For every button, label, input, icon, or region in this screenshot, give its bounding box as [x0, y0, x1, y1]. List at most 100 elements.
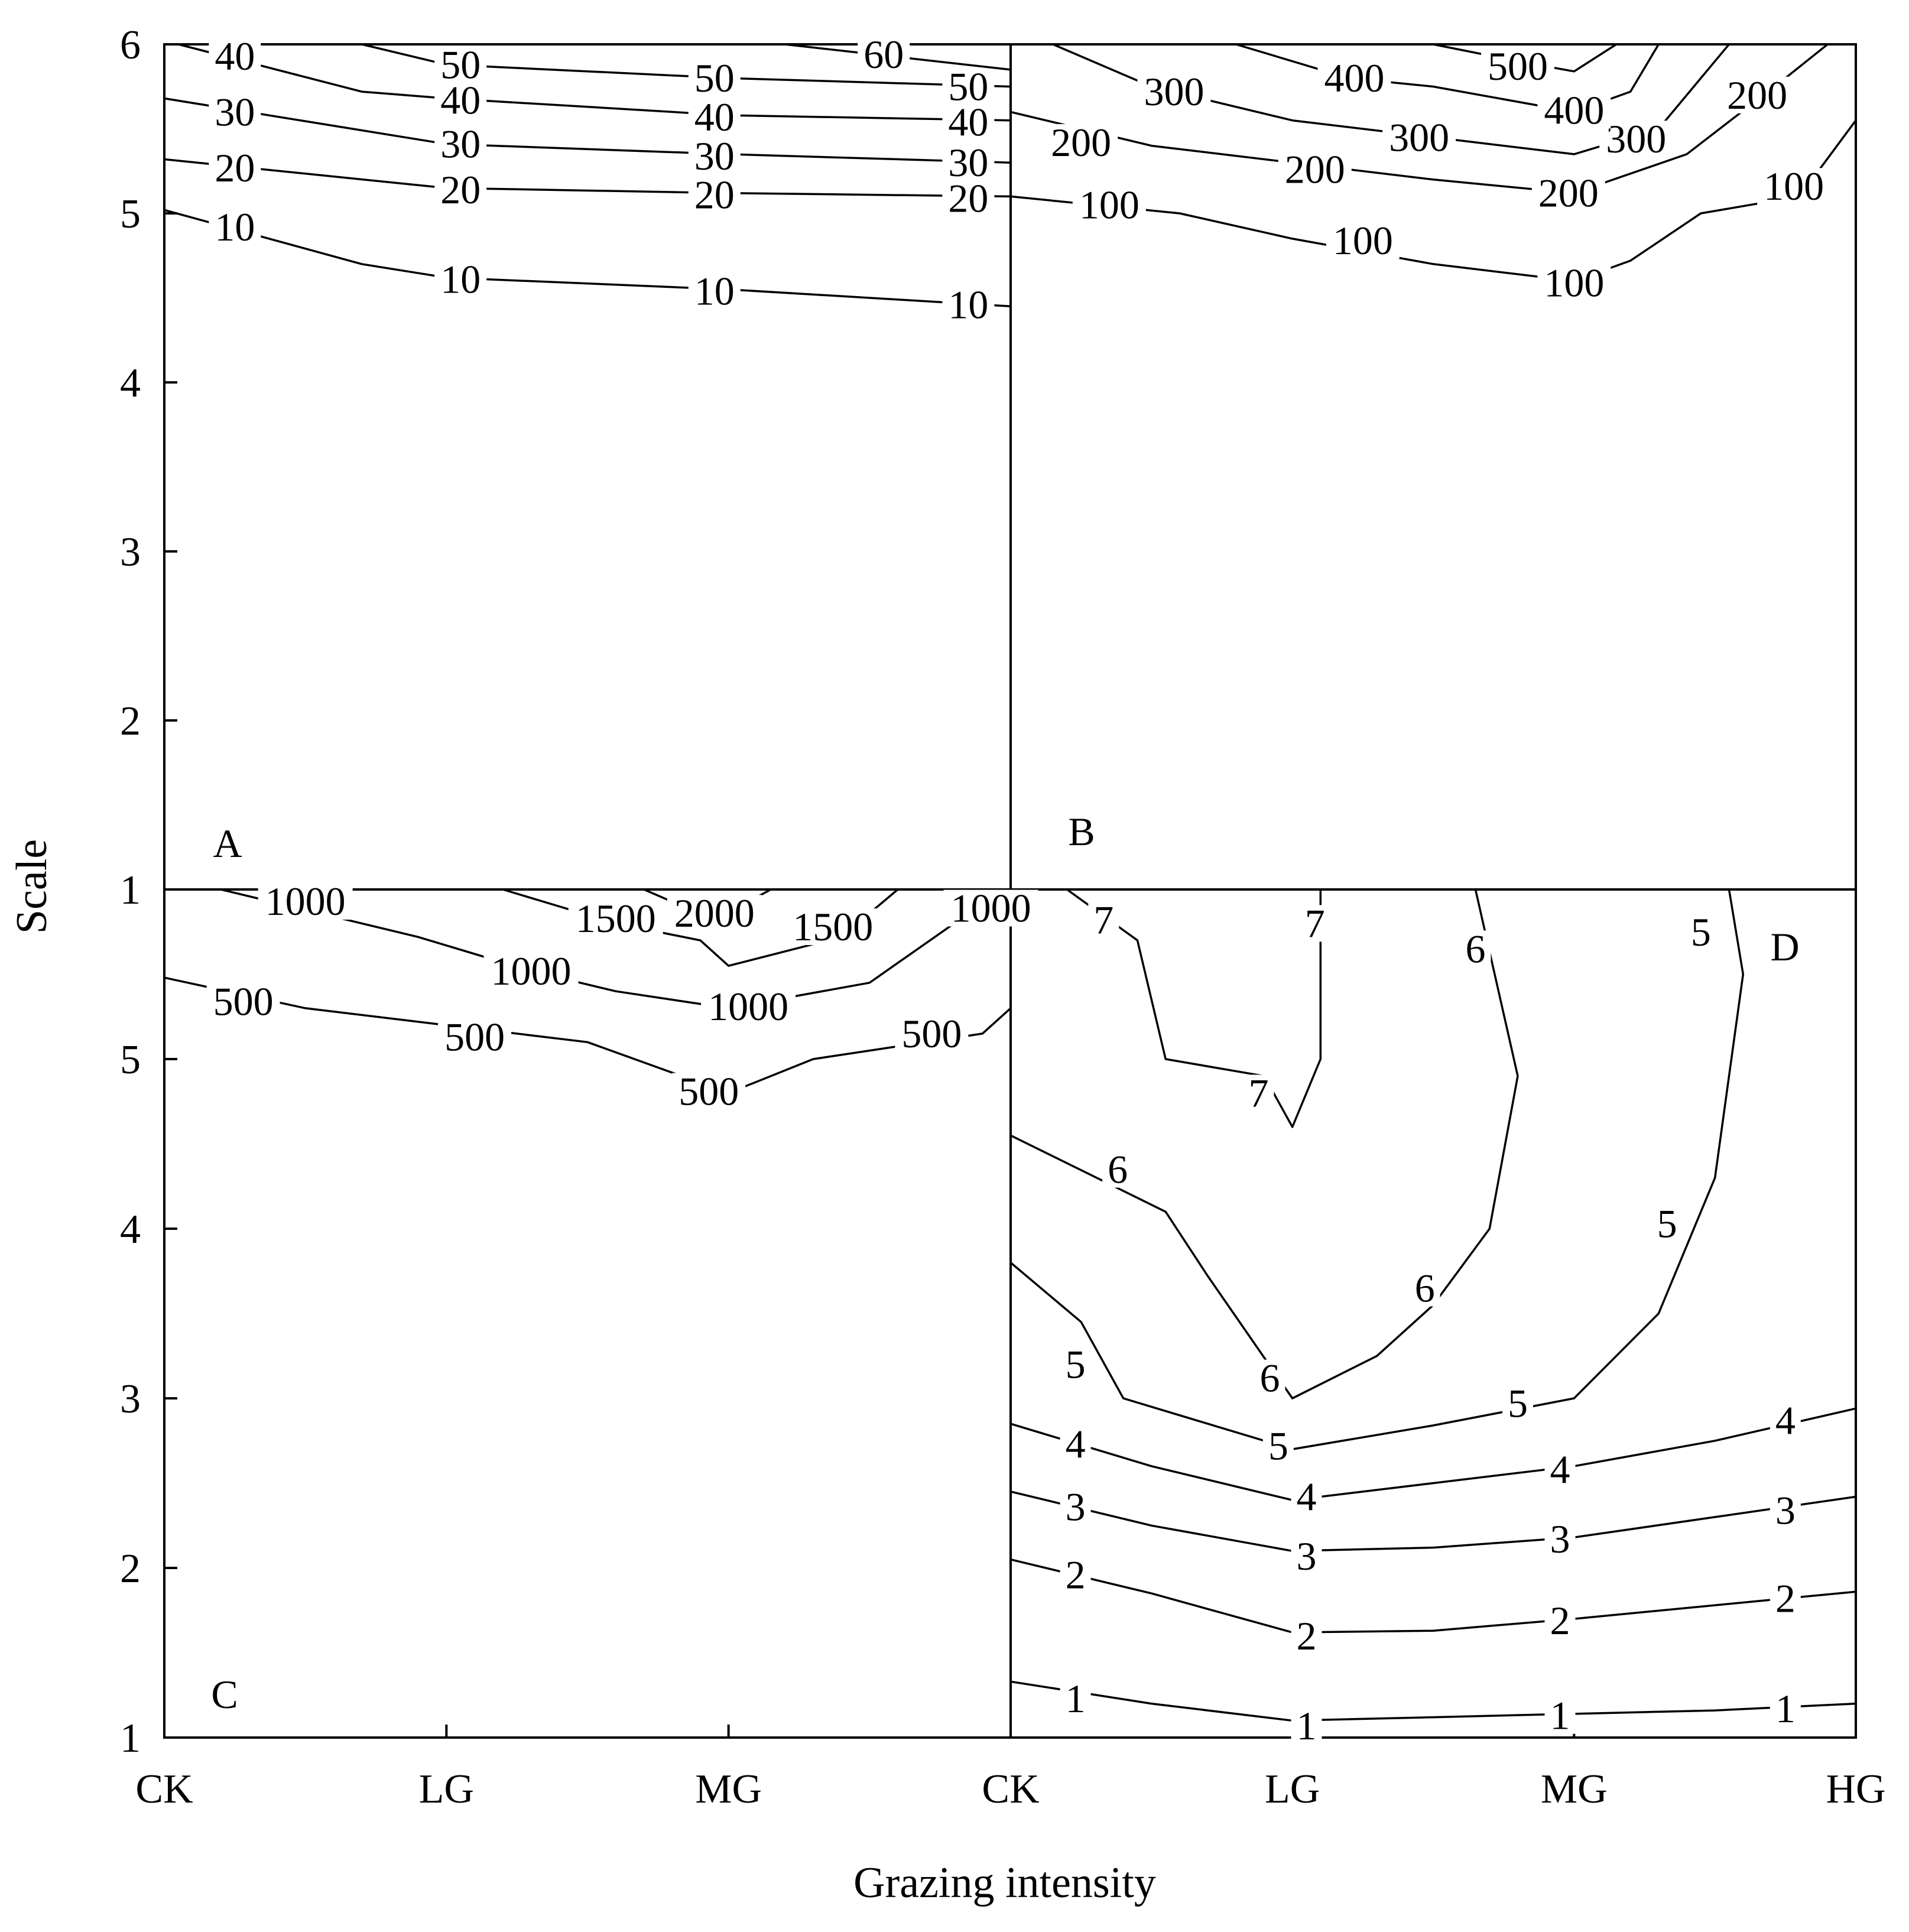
contour-label-bg — [1599, 121, 1673, 158]
contour-label: 300 — [1144, 69, 1204, 114]
contour-label-bg — [1537, 92, 1611, 129]
y-tick-label: 6 — [120, 22, 141, 68]
contour-label-bg — [1299, 905, 1330, 942]
contour-label-bg — [942, 103, 995, 141]
contour-line-3 — [1010, 1491, 1856, 1553]
panel-letter: D — [1770, 924, 1799, 969]
contour-label: 6 — [1415, 1265, 1435, 1310]
contour-label-bg — [568, 900, 663, 937]
contour-label: 6 — [1260, 1356, 1280, 1401]
contour-label-bg — [1102, 1151, 1134, 1188]
contour-label-bg — [1651, 1205, 1683, 1242]
contour-label-bg — [434, 261, 487, 298]
contour-label-bg — [209, 38, 261, 75]
contour-label-bg — [258, 883, 353, 920]
contour-label: 1 — [1297, 1703, 1317, 1748]
x-tick-label: LG — [1265, 1767, 1320, 1812]
contour-label-bg — [1044, 124, 1118, 161]
contour-label: 10 — [948, 282, 988, 327]
contour-label: 20 — [215, 145, 255, 190]
contour-label: 40 — [948, 100, 988, 145]
contour-label-bg — [206, 983, 280, 1020]
contour-label-bg — [688, 272, 741, 310]
contour-label: 2 — [1297, 1613, 1317, 1658]
contour-label: 1000 — [491, 949, 572, 993]
y-tick-label: 3 — [120, 530, 141, 575]
contour-label: 1000 — [951, 886, 1031, 931]
contour-label-bg — [943, 889, 1038, 927]
contour-label-bg — [688, 60, 741, 97]
contour-label-bg — [1544, 1451, 1576, 1488]
contour-label: 2 — [1550, 1598, 1570, 1643]
contour-label-bg — [1278, 151, 1352, 188]
contour-label-bg — [942, 180, 995, 217]
contour-label-bg — [1544, 1521, 1576, 1558]
contour-label-bg — [1770, 1690, 1801, 1728]
contour-label: 100 — [1079, 183, 1139, 228]
contour-label-bg — [434, 125, 487, 163]
contour-label-bg — [1460, 930, 1491, 967]
contour-label: 7 — [1248, 1070, 1268, 1115]
y-tick-label: 1 — [120, 868, 141, 913]
contour-label: 30 — [694, 134, 735, 178]
contour-label: 20 — [948, 176, 988, 220]
contour-label-bg — [1537, 264, 1611, 301]
x-tick-label: CK — [135, 1767, 193, 1812]
contour-label: 30 — [215, 89, 255, 134]
contour-label-bg — [667, 895, 762, 932]
contour-label: 1000 — [265, 879, 346, 924]
contour-label-bg — [1481, 48, 1554, 85]
contour-label-bg — [1685, 913, 1716, 950]
contour-label-bg — [688, 98, 741, 135]
contour-line-30 — [164, 97, 1011, 164]
contour-line-2 — [1010, 1558, 1856, 1634]
x-tick-label: LG — [419, 1767, 474, 1812]
contour-label: 10 — [440, 257, 481, 302]
panel-letter: C — [211, 1672, 238, 1717]
contour-label-bg — [1060, 1556, 1091, 1593]
contour-label: 500 — [1488, 44, 1548, 89]
contour-label-bg — [942, 68, 995, 105]
contour-label: 10 — [694, 269, 735, 314]
contour-label-bg — [1060, 1488, 1091, 1525]
panel-letter: A — [213, 821, 242, 866]
y-axis-title-group: Scale — [8, 839, 56, 934]
contour-label: 1 — [1775, 1686, 1796, 1731]
contour-label: 1000 — [708, 984, 788, 1029]
contour-line-1 — [1010, 1680, 1856, 1722]
contour-label-bg — [434, 171, 487, 208]
y-tick-label: 4 — [120, 361, 141, 406]
contour-label: 40 — [694, 95, 735, 139]
contour-label-bg — [1060, 1346, 1091, 1383]
contour-label: 2 — [1066, 1552, 1086, 1597]
contour-label-bg — [701, 988, 796, 1025]
contour-label: 4 — [1775, 1398, 1796, 1443]
y-tick-label: 2 — [120, 1546, 141, 1592]
y-tick-label: 4 — [120, 1207, 141, 1252]
contour-label: 4 — [1550, 1447, 1570, 1492]
contour-label: 200 — [1538, 171, 1599, 216]
contour-line-50 — [361, 43, 1011, 88]
contour-label: 5 — [1268, 1423, 1288, 1468]
contour-label: 5 — [1066, 1342, 1086, 1387]
contour-label-bg — [1382, 119, 1456, 156]
contour-label: 100 — [1333, 218, 1393, 263]
y-tick-label: 2 — [120, 699, 141, 744]
contour-label: 300 — [1606, 116, 1666, 161]
contour-label: 300 — [1389, 115, 1449, 160]
contour-label: 200 — [1285, 147, 1345, 192]
contour-label: 60 — [863, 32, 904, 77]
contour-label: 6 — [1108, 1147, 1128, 1192]
x-tick-label: HG — [1826, 1767, 1885, 1812]
contour-label: 500 — [213, 979, 274, 1024]
contour-label: 40 — [440, 77, 481, 122]
contour-label: 5 — [1657, 1201, 1677, 1246]
contour-label: 30 — [948, 140, 988, 185]
contour-line-10 — [164, 209, 1011, 308]
contour-label-bg — [1757, 168, 1831, 205]
contour-label-bg — [1060, 1426, 1091, 1463]
y-tick-label: 1 — [120, 868, 141, 913]
